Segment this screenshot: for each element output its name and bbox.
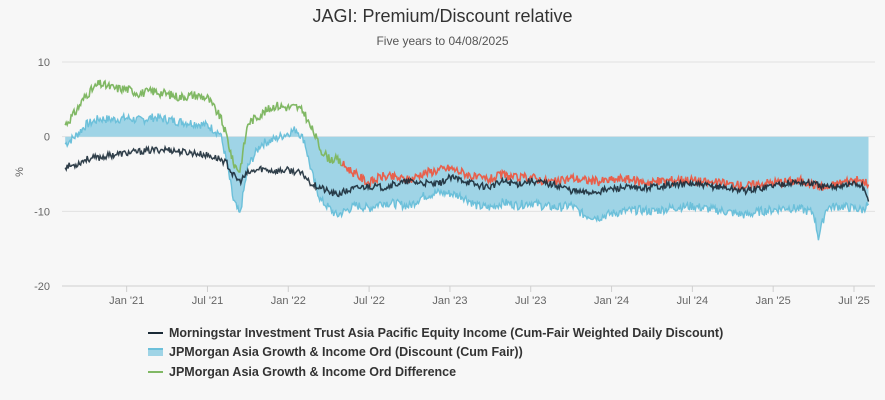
morningstar-line — [64, 144, 870, 202]
difference-line-positive — [64, 79, 343, 173]
y-tick-label: 0 — [44, 132, 50, 144]
legend-label-morningstar: Morningstar Investment Trust Asia Pacifi… — [169, 325, 724, 340]
legend-swatch-morningstar — [148, 331, 163, 334]
difference-line-negative — [341, 160, 870, 191]
y-tick-label: -10 — [34, 206, 50, 218]
x-tick-label: Jan '24 — [594, 295, 629, 307]
legend-item-morningstar[interactable]: Morningstar Investment Trust Asia Pacifi… — [148, 323, 723, 343]
y-tick-label: -20 — [34, 281, 50, 293]
chart-svg: 10 0 -10 -20 Jan '21 Jul '21 Jan '22 Jul '22 Jan… — [14, 57, 875, 307]
y-axis-label: % — [14, 167, 26, 177]
chart-title: JAGI: Premium/Discount relative — [312, 6, 573, 26]
x-tick-label: Jul '23 — [515, 295, 546, 307]
series-lines-layer — [64, 79, 870, 241]
x-tick-label: Jan '22 — [271, 295, 306, 307]
x-tick-label: Jul '22 — [353, 295, 384, 307]
discount-area-line — [64, 111, 870, 241]
axes: 10 0 -10 -20 Jan '21 Jul '21 Jan '22 Jul '22 Jan… — [34, 57, 875, 307]
chart-legend: Morningstar Investment Trust Asia Pacifi… — [148, 323, 723, 382]
legend-swatch-jpmorgan-discount — [148, 348, 163, 357]
x-tick-label: Jan '23 — [432, 295, 467, 307]
x-tick-label: Jan '25 — [756, 295, 791, 307]
legend-label-jpmorgan-discount: JPMorgan Asia Growth & Income Ord (Disco… — [169, 345, 523, 360]
legend-item-jpmorgan-discount[interactable]: JPMorgan Asia Growth & Income Ord (Disco… — [148, 343, 723, 363]
x-tick-label: Jul '25 — [838, 295, 869, 307]
y-tick-label: 10 — [38, 57, 50, 69]
x-tick-label: Jul '24 — [677, 295, 708, 307]
legend-swatch-jpmorgan-difference — [148, 370, 163, 373]
x-tick-label: Jan '21 — [109, 295, 144, 307]
x-tick-label: Jul '21 — [192, 295, 223, 307]
chart-subtitle: Five years to 04/08/2025 — [376, 34, 509, 48]
legend-label-jpmorgan-difference: JPMorgan Asia Growth & Income Ord Differ… — [169, 364, 457, 379]
legend-item-jpmorgan-difference[interactable]: JPMorgan Asia Growth & Income Ord Differ… — [148, 362, 723, 382]
